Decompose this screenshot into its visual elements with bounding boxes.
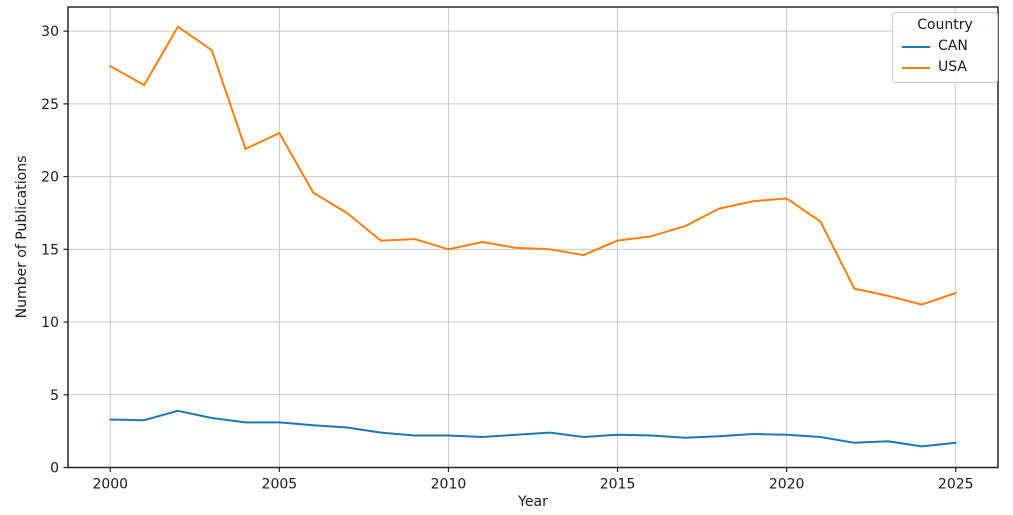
x-tick-label-2025: 2025 (938, 477, 974, 493)
legend-items: CAN USA (893, 36, 997, 78)
x-tick-label-2020: 2020 (769, 477, 805, 493)
legend-line-icon (902, 66, 930, 69)
y-tick-label-0: 0 (50, 461, 59, 477)
y-tick-label-30: 30 (41, 24, 59, 40)
y-tick-label-20: 20 (41, 170, 59, 186)
series-line-usa (109, 25, 957, 306)
plot-border (67, 6, 999, 469)
y-tick-label-15: 15 (41, 242, 59, 258)
legend-line-icon (902, 45, 930, 48)
legend-title: Country (917, 17, 973, 33)
legend-label: USA (938, 59, 967, 75)
legend-item-can: CAN (893, 36, 997, 57)
legend: Country CAN USA (892, 12, 998, 83)
legend-label: CAN (938, 38, 968, 54)
x-tick-label-2010: 2010 (431, 477, 467, 493)
x-tick-label-2000: 2000 (92, 477, 128, 493)
y-tick-label-10: 10 (41, 315, 59, 331)
y-axis-label: Number of Publications (14, 155, 30, 319)
x-tick-label-2015: 2015 (600, 477, 636, 493)
series-line-can (109, 409, 957, 448)
x-tick-label-2005: 2005 (262, 477, 298, 493)
y-tick-label-5: 5 (50, 388, 59, 404)
y-tick-label-25: 25 (41, 97, 59, 113)
x-axis-label: Year (518, 494, 548, 510)
legend-item-usa: USA (893, 57, 997, 78)
